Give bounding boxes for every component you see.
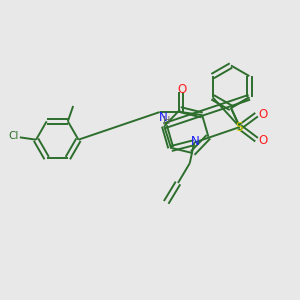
Text: H: H	[163, 116, 170, 127]
Text: N: N	[159, 111, 168, 124]
Text: N: N	[190, 135, 199, 148]
Text: S: S	[236, 121, 243, 134]
Text: O: O	[177, 83, 186, 96]
Text: O: O	[258, 134, 268, 147]
Text: Cl: Cl	[8, 131, 19, 141]
Text: O: O	[258, 108, 268, 121]
